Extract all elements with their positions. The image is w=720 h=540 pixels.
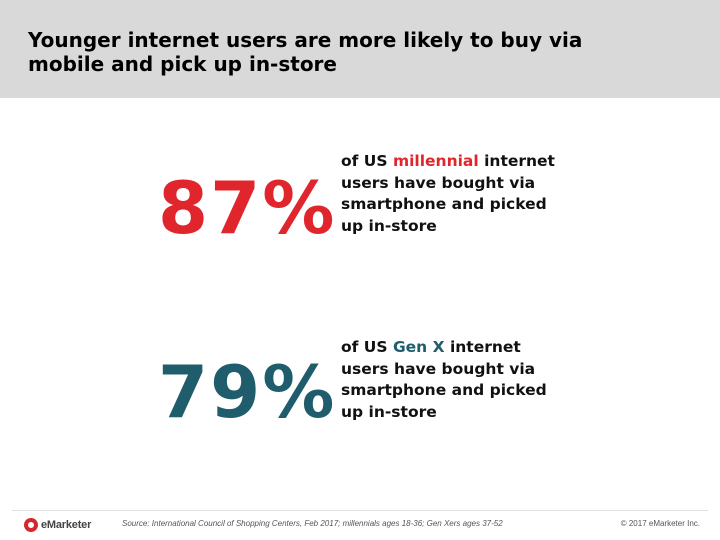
emarketer-logo-icon: [24, 518, 38, 532]
stat-millennial-group: millennial: [392, 152, 479, 170]
stat-genx-description: of US Gen X internet users have bought v…: [341, 337, 561, 423]
footer-divider: [12, 510, 708, 511]
stat-millennial-description: of US millennial internet users have bou…: [341, 151, 561, 237]
emarketer-logo: eMarketer: [24, 517, 91, 533]
footer: eMarketer Source: International Council …: [0, 504, 720, 540]
logo-text: eMarketer: [41, 519, 92, 531]
slide-title: Younger internet users are more likely t…: [28, 28, 583, 76]
stat-millennial-percent: 87%: [158, 166, 337, 250]
title-banner: Younger internet users are more likely t…: [0, 0, 720, 98]
stat-genx-percent: 79%: [158, 350, 337, 434]
stat-genx-suffix: internet users have bought via smartphon…: [341, 338, 547, 421]
stat-genx-prefix: of US: [341, 338, 393, 356]
stat-genx-group: Gen X: [392, 338, 445, 356]
copyright: © 2017 eMarketer Inc.: [620, 519, 700, 528]
stat-millennial-suffix: internet users have bought via smartphon…: [341, 152, 555, 235]
stat-millennial-prefix: of US: [341, 152, 393, 170]
source-note: Source: International Council of Shoppin…: [122, 519, 503, 528]
